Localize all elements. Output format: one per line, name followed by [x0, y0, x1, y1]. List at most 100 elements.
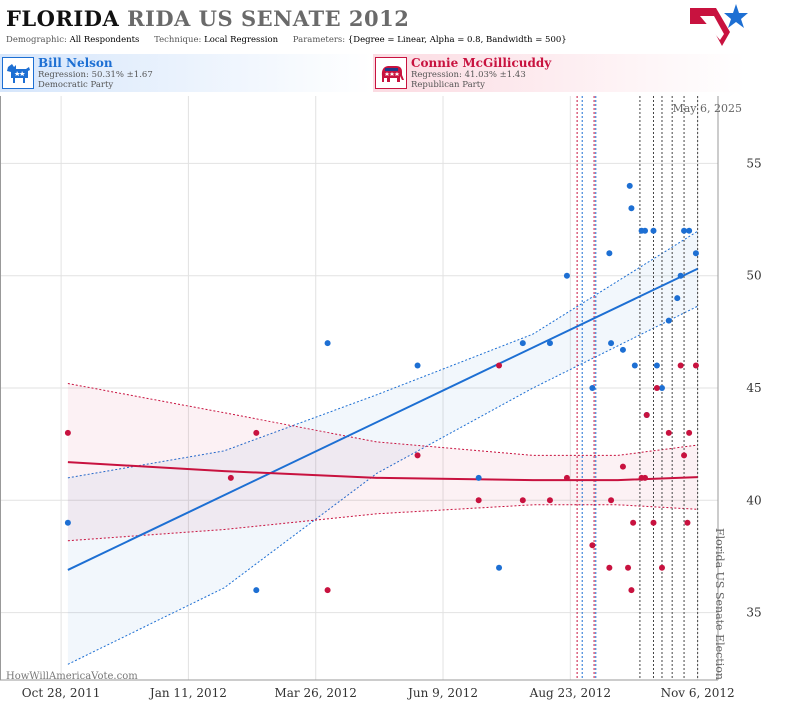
demographic-value: All Respondents	[69, 35, 140, 45]
star-icon	[724, 4, 748, 28]
confidence-band	[67, 231, 698, 665]
poll-point	[253, 429, 260, 436]
axes: 35 40 45 50 55 Oct 28, 2011 Jan 11, 2012 Mar 26…	[0, 96, 762, 700]
poll-point	[608, 497, 615, 504]
poll-point	[692, 362, 699, 369]
poll-point	[64, 519, 71, 526]
x-tick-label: Jan 11, 2012	[148, 686, 227, 700]
poll-point	[686, 227, 693, 234]
poll-point	[227, 474, 234, 481]
x-tick-label: Oct 28, 2011	[22, 686, 101, 700]
technique-label: Technique:	[154, 35, 202, 45]
republican-panel: Connie McGillicuddy Regression: 41.03% ±…	[373, 54, 745, 92]
parameters-label: Parameters:	[292, 35, 346, 45]
poll-point	[658, 564, 665, 571]
poll-points	[64, 182, 699, 594]
poll-point	[496, 362, 503, 369]
confidence-band	[67, 383, 698, 541]
band-upper-line	[67, 383, 698, 456]
poll-point	[658, 385, 665, 391]
poll-point	[519, 497, 526, 504]
regression-line	[67, 267, 699, 571]
poll-point	[253, 587, 260, 594]
regression-lines	[67, 267, 699, 571]
poll-point	[642, 474, 649, 481]
poll-point	[475, 497, 482, 504]
x-tick-label: Mar 26, 2012	[274, 686, 356, 700]
poll-point	[684, 519, 691, 526]
parameters-line: Demographic: All Respondents Technique: …	[6, 35, 579, 45]
poll-point	[64, 429, 71, 436]
poll-point	[677, 362, 684, 369]
poll-point	[692, 250, 699, 257]
donkey-icon	[2, 57, 34, 89]
poll-point	[589, 385, 596, 391]
band-lower-line	[67, 305, 698, 665]
poll-point	[642, 227, 649, 234]
elephant-icon	[375, 57, 407, 89]
poll-point	[681, 452, 688, 459]
poll-point	[496, 564, 503, 571]
y-tick-label: 50	[746, 269, 761, 283]
poll-point	[608, 340, 615, 347]
y-tick-label: 35	[746, 606, 761, 620]
page-title: FLORIDA RIDA US SENATE 2012	[6, 6, 409, 31]
x-tick-label: Jun 9, 2012	[406, 686, 478, 700]
y-tick-label: 45	[746, 381, 761, 395]
poll-point	[546, 497, 553, 504]
democrat-regression: Regression: 50.31% ±1.67	[38, 70, 153, 80]
y-tick-label: 40	[746, 493, 761, 507]
regression-line	[67, 461, 698, 482]
republican-name: Connie McGillicuddy	[411, 56, 552, 70]
parameters-value: {Degree = Linear, Alpha = 0.8, Bandwidth…	[347, 35, 567, 45]
watermark: HowWillAmericaVote.com	[6, 671, 138, 682]
site-logo	[690, 4, 748, 46]
poll-point	[324, 587, 331, 594]
poll-point	[626, 182, 633, 189]
democrat-party: Democratic Party	[38, 80, 114, 90]
poll-point	[653, 362, 660, 369]
poll-point	[475, 474, 482, 481]
poll-point	[631, 362, 638, 369]
x-tick-label: Aug 23, 2012	[529, 686, 611, 700]
event-label: Florida US Senate Election	[713, 528, 726, 680]
confidence-bands	[67, 230, 698, 665]
poll-point	[665, 429, 672, 436]
republican-regression: Regression: 41.03% ±1.43	[411, 70, 526, 80]
democrat-panel: Bill Nelson Regression: 50.31% ±1.67 Dem…	[0, 54, 372, 92]
poll-chart: 35 40 45 50 55 Oct 28, 2011 Jan 11, 2012 Mar 26…	[0, 96, 762, 700]
poll-point	[650, 519, 657, 526]
x-tick-label: Nov 6, 2012	[661, 686, 735, 700]
poll-point	[625, 564, 632, 571]
poll-point	[606, 250, 613, 257]
poll-point	[519, 340, 526, 347]
poll-point	[589, 542, 596, 549]
poll-point	[674, 295, 681, 302]
poll-point	[665, 317, 672, 324]
poll-point	[414, 452, 421, 459]
poll-point	[628, 205, 635, 212]
y-tick-label: 55	[746, 156, 761, 170]
title-race: RIDA US SENATE 2012	[127, 6, 410, 31]
poll-point	[563, 272, 570, 279]
poll-point	[563, 474, 570, 481]
poll-point	[414, 362, 421, 369]
technique-value: Local Regression	[204, 35, 279, 45]
democrat-name: Bill Nelson	[38, 56, 113, 70]
poll-point	[546, 340, 553, 347]
band-upper-line	[67, 230, 698, 479]
poll-point	[650, 227, 657, 234]
poll-point	[619, 463, 626, 470]
demographic-label: Demographic:	[6, 35, 67, 45]
poll-point	[324, 340, 331, 347]
title-state: FLORIDA	[6, 6, 120, 31]
band-lower-line	[67, 504, 698, 542]
poll-point	[606, 564, 613, 571]
poll-point	[630, 519, 637, 526]
poll-point	[686, 429, 693, 436]
date-marker: May 6, 2025	[672, 102, 742, 115]
grid	[0, 96, 718, 680]
poll-point	[619, 346, 626, 353]
poll-point	[643, 411, 650, 418]
poll-point	[681, 227, 688, 234]
